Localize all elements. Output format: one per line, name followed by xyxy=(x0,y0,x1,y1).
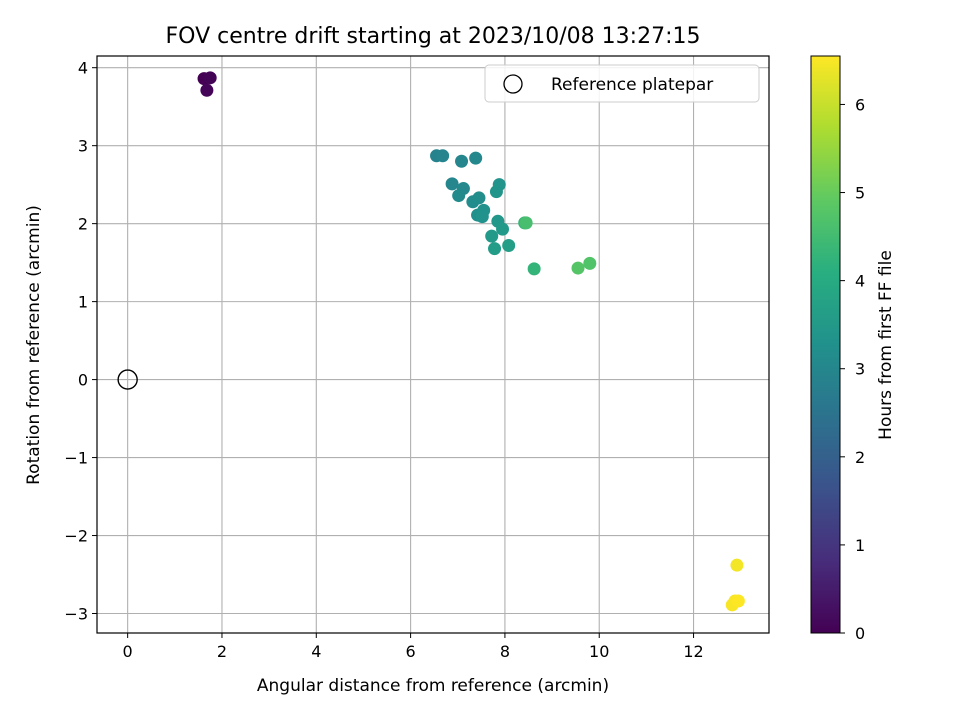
colorbar-tick-label: 0 xyxy=(855,624,865,643)
colorbar-tick-label: 5 xyxy=(855,184,865,203)
data-point xyxy=(583,256,597,270)
x-tick-label: 6 xyxy=(406,642,416,661)
y-tick-label: −1 xyxy=(64,449,88,468)
data-points xyxy=(197,71,745,612)
x-tick-label: 8 xyxy=(500,642,510,661)
x-axis-ticks: 0 2 4 6 8 10 12 xyxy=(123,633,704,661)
data-point xyxy=(488,242,502,256)
data-point xyxy=(496,222,510,236)
data-point xyxy=(731,594,745,608)
data-point xyxy=(489,185,503,199)
chart-title: FOV centre drift starting at 2023/10/08 … xyxy=(166,24,701,49)
legend: Reference platepar xyxy=(484,64,760,103)
y-tick-label: 1 xyxy=(78,293,88,312)
x-tick-label: 0 xyxy=(123,642,133,661)
data-point xyxy=(200,83,214,97)
y-tick-label: 2 xyxy=(78,215,88,234)
y-tick-label: 3 xyxy=(78,137,88,156)
data-point xyxy=(469,151,483,165)
plot-frame xyxy=(96,55,770,634)
data-point xyxy=(502,238,516,252)
reference-marker-layer xyxy=(117,369,138,390)
data-point xyxy=(455,154,469,168)
colorbar-tick-label: 4 xyxy=(855,272,865,291)
data-point xyxy=(730,558,744,572)
data-point xyxy=(452,189,466,203)
legend-marker-open-circle xyxy=(503,74,523,94)
x-tick-label: 4 xyxy=(311,642,321,661)
data-point xyxy=(475,210,489,224)
legend-box xyxy=(484,64,760,103)
colorbar-label: Hours from first FF file xyxy=(876,250,896,440)
x-axis-label: Angular distance from reference (arcmin) xyxy=(257,676,609,696)
x-tick-label: 10 xyxy=(589,642,609,661)
colorbar-tick-label: 3 xyxy=(855,360,865,379)
x-tick-label: 12 xyxy=(683,642,703,661)
colorbar-tick-label: 6 xyxy=(855,95,865,114)
colorbar-tick-label: 2 xyxy=(855,448,865,467)
y-tick-label: −3 xyxy=(64,605,88,624)
data-point xyxy=(485,229,499,243)
y-axis-ticks: −3 −2 −1 0 1 2 3 4 xyxy=(64,59,97,624)
colorbar xyxy=(810,55,841,634)
y-tick-label: −2 xyxy=(64,527,88,546)
colorbar-ticks: 0 1 2 3 4 5 6 xyxy=(840,95,865,643)
legend-label-reference-platepar: Reference platepar xyxy=(551,75,713,95)
colorbar-tick-label: 1 xyxy=(855,536,865,555)
data-point xyxy=(436,149,450,163)
data-point xyxy=(472,191,486,205)
grid-lines xyxy=(97,56,769,633)
data-point xyxy=(519,216,533,230)
reference-platepar-marker xyxy=(117,369,138,390)
y-axis-label: Rotation from reference (arcmin) xyxy=(24,205,44,485)
data-point xyxy=(527,262,541,276)
data-point xyxy=(445,177,459,191)
y-tick-label: 4 xyxy=(78,59,88,78)
data-point xyxy=(571,261,585,275)
x-tick-label: 2 xyxy=(217,642,227,661)
y-tick-label: 0 xyxy=(78,371,88,390)
data-point xyxy=(203,71,217,85)
